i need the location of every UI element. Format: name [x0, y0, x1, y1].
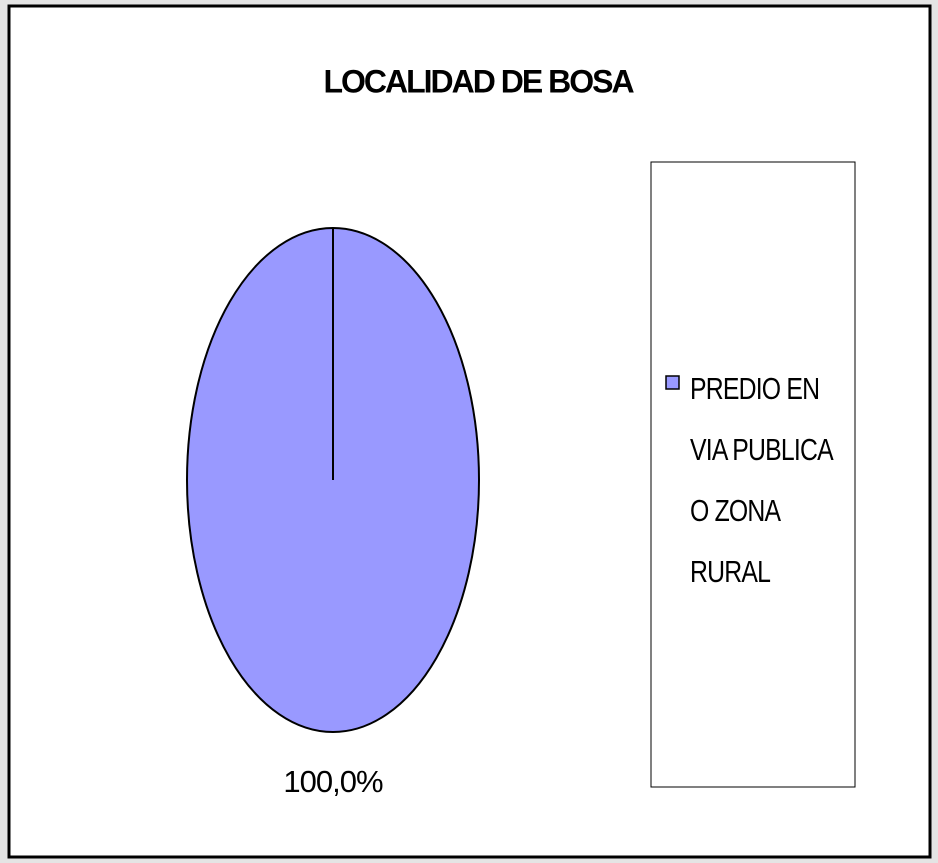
legend-swatch	[665, 375, 680, 390]
chart-title: LOCALIDAD DE BOSA	[323, 63, 634, 99]
legend-box	[650, 161, 856, 788]
legend-label: PREDIO EN VIA PUBLICA O ZONA RURAL	[690, 371, 832, 589]
data-label: 100,0%	[283, 764, 383, 799]
